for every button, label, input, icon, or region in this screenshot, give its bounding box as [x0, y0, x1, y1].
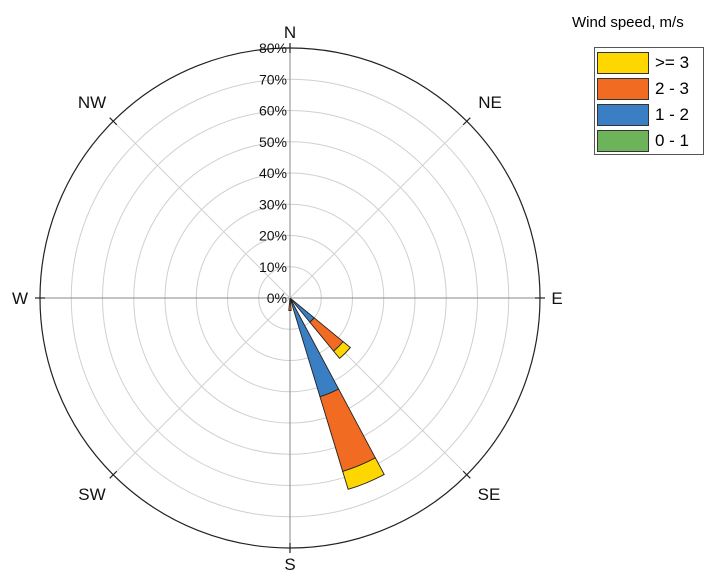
sector-segment	[289, 297, 291, 302]
outer-tick	[109, 117, 118, 126]
legend-box: >= 3 2 - 3 1 - 2 0 - 1	[594, 47, 704, 155]
legend-label: 1 - 2	[655, 105, 690, 124]
legend-swatch	[597, 78, 649, 100]
direction-label-ne: NE	[478, 93, 502, 112]
radial-tick-label: 50%	[259, 134, 287, 150]
radial-tick-label: 10%	[259, 259, 287, 275]
direction-labels: N NE E SE S SW W NW	[12, 23, 563, 574]
legend-label: 2 - 3	[655, 79, 690, 98]
spoke-line	[289, 120, 468, 299]
legend-swatch	[597, 52, 649, 74]
direction-label-sw: SW	[78, 485, 105, 504]
legend-item: 2 - 3	[597, 76, 701, 102]
outer-tick	[462, 470, 471, 479]
sector-segment	[342, 457, 385, 490]
direction-label-nw: NW	[78, 93, 106, 112]
radial-tick-label: 60%	[259, 103, 287, 119]
outer-tick	[109, 470, 118, 479]
radial-tick-label: 40%	[259, 165, 287, 181]
direction-label-e: E	[551, 289, 562, 308]
legend-swatch	[597, 130, 649, 152]
legend-label: 0 - 1	[655, 131, 690, 150]
sector-segment	[288, 300, 292, 311]
radial-tick-label: 30%	[259, 196, 287, 212]
legend-item: 1 - 2	[597, 102, 701, 128]
radial-tick-label: 0%	[267, 290, 287, 306]
outer-tick	[462, 117, 471, 126]
legend-item: >= 3	[597, 50, 701, 76]
direction-label-s: S	[284, 555, 295, 574]
wind-sectors	[288, 297, 385, 490]
radial-tick-label: 70%	[259, 71, 287, 87]
legend-swatch	[597, 104, 649, 126]
direction-label-w: W	[12, 289, 28, 308]
spoke-line	[112, 297, 291, 476]
spoke-line	[112, 120, 291, 299]
legend-item: 0 - 1	[597, 128, 701, 154]
direction-label-se: SE	[478, 485, 501, 504]
legend: Wind speed, m/s >= 3 2 - 3 1 - 2 0 - 1	[572, 14, 728, 155]
sector-segment	[319, 388, 376, 472]
legend-title: Wind speed, m/s	[572, 14, 684, 31]
radial-tick-labels: 0% 10% 20% 30% 40% 50% 60% 70% 80%	[259, 40, 287, 306]
legend-label: >= 3	[655, 53, 690, 72]
radial-tick-label: 80%	[259, 40, 287, 56]
sector-segment	[333, 341, 352, 360]
radial-tick-label: 20%	[259, 228, 287, 244]
direction-label-n: N	[284, 23, 296, 42]
